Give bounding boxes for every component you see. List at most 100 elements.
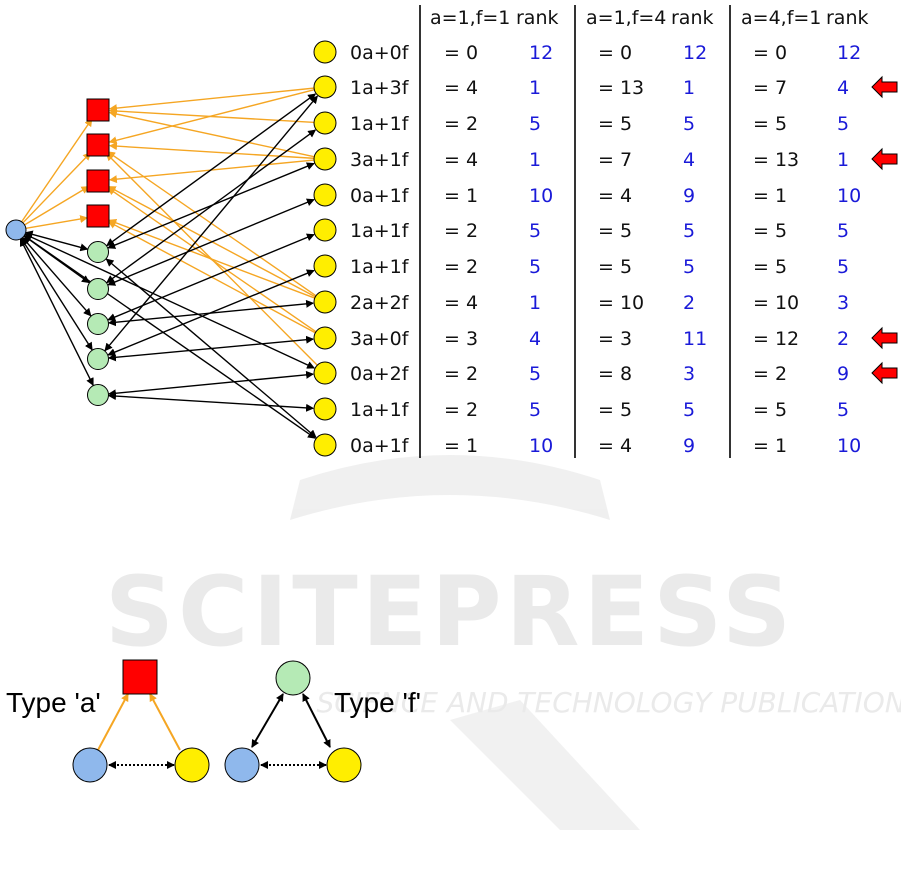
score-value: = 2 [444,399,478,421]
score-value: = 4 [598,185,632,207]
row-label: 1a+3f [350,77,410,99]
score-value: = 7 [598,149,632,171]
rank-value: 3 [837,292,849,314]
rank-value: 5 [683,256,695,278]
yellow-node-7 [313,290,337,314]
legend-a-edge-yellow-red [149,693,181,751]
red-node-2 [86,169,110,193]
rank-value: 10 [837,185,861,207]
rank-value: 5 [683,399,695,421]
highlight-arrow-icon [871,326,898,350]
rank-value: 9 [683,185,695,207]
score-value: = 12 [753,328,799,350]
green-node-1 [87,278,109,300]
score-value: = 4 [444,149,478,171]
row-label: 3a+0f [350,328,410,350]
rank-value: 11 [683,328,707,350]
green-node-0 [87,241,109,263]
rank-value: 12 [683,42,707,64]
score-value: = 3 [444,328,478,350]
score-value: = 10 [753,292,799,314]
row-label: 2a+2f [350,292,410,314]
score-value: = 4 [444,292,478,314]
edge-blue-yellow-1 [23,235,316,439]
red-node-1 [86,133,110,157]
type-f-label: Type 'f' [334,687,421,718]
rank-value: 5 [837,399,849,421]
row-label: 1a+1f [350,220,410,242]
score-value: = 2 [444,113,478,135]
score-value: = 13 [598,77,644,99]
score-value: = 2 [444,220,478,242]
group-header-0: a=1,f=1 [430,7,510,29]
rank-value: 1 [837,149,849,171]
rank-value: 5 [529,256,541,278]
rank-value: 5 [837,220,849,242]
yellow-node-5 [313,218,337,242]
score-value: = 5 [598,113,632,135]
rank-header-0: rank [516,7,559,29]
score-value: = 1 [444,185,478,207]
score-value: = 13 [753,149,799,171]
watermark: SCITEPRESS SCIENCE AND TECHNOLOGY PUBLIC… [105,455,901,830]
green-node-3 [87,348,109,370]
legend-a-edge-blue-red [97,693,129,751]
rank-value: 4 [683,149,695,171]
rank-value: 4 [529,328,541,350]
edge-yellow-red-5 [107,151,318,297]
edge-yellow-red-6 [108,159,316,184]
score-value: = 2 [444,363,478,385]
rank-value: 10 [529,435,553,457]
rank-header-2: rank [826,7,869,29]
score-value: = 5 [753,220,787,242]
node-layer [5,40,337,457]
edge-blue-green-0 [24,230,89,252]
score-value: = 5 [753,113,787,135]
edge-green-yellow-10 [107,392,315,412]
edge-green-yellow-11 [105,258,317,438]
yellow-node-1 [313,75,337,99]
row-label: 1a+1f [350,113,410,135]
score-value: = 5 [753,256,787,278]
row-label: 0a+1f [350,435,410,457]
score-value: = 1 [444,435,478,457]
score-value: = 7 [753,77,787,99]
group-header-1: a=1,f=4 [586,7,666,29]
rank-value: 1 [529,77,541,99]
legend-green-node [275,660,311,696]
score-value: = 5 [598,399,632,421]
score-value: = 5 [598,220,632,242]
legend-f-edge-yellow-green [302,693,331,748]
score-value: = 5 [753,399,787,421]
legend-a-yellow-node [174,747,210,783]
score-value: = 1 [753,185,787,207]
edge-blue-red-3 [25,215,89,230]
yellow-node-6 [313,254,337,278]
yellow-node-4 [313,183,337,207]
yellow-node-2 [313,111,337,135]
rank-value: 5 [529,113,541,135]
legend-a-blue-node [72,747,108,783]
score-value: = 1 [753,435,787,457]
rank-value: 5 [529,399,541,421]
legend-f-yellow-node [326,747,362,783]
legend: Type 'a' Type 'f' [6,659,421,783]
rank-value: 5 [529,220,541,242]
score-value: = 3 [598,328,632,350]
rank-value: 5 [683,220,695,242]
score-value: = 0 [753,42,787,64]
row-label: 1a+1f [350,399,410,421]
type-a-label: Type 'a' [6,687,101,718]
rank-value: 2 [837,328,849,350]
row-label: 0a+0f [350,42,410,64]
rank-value: 12 [529,42,553,64]
rank-value: 5 [837,256,849,278]
yellow-node-0 [313,40,337,64]
red-node-0 [86,98,110,122]
row-label: 3a+1f [350,149,410,171]
rank-value: 9 [683,435,695,457]
edge-yellow-red-0 [108,87,316,113]
edge-green-yellow-3 [107,198,315,286]
